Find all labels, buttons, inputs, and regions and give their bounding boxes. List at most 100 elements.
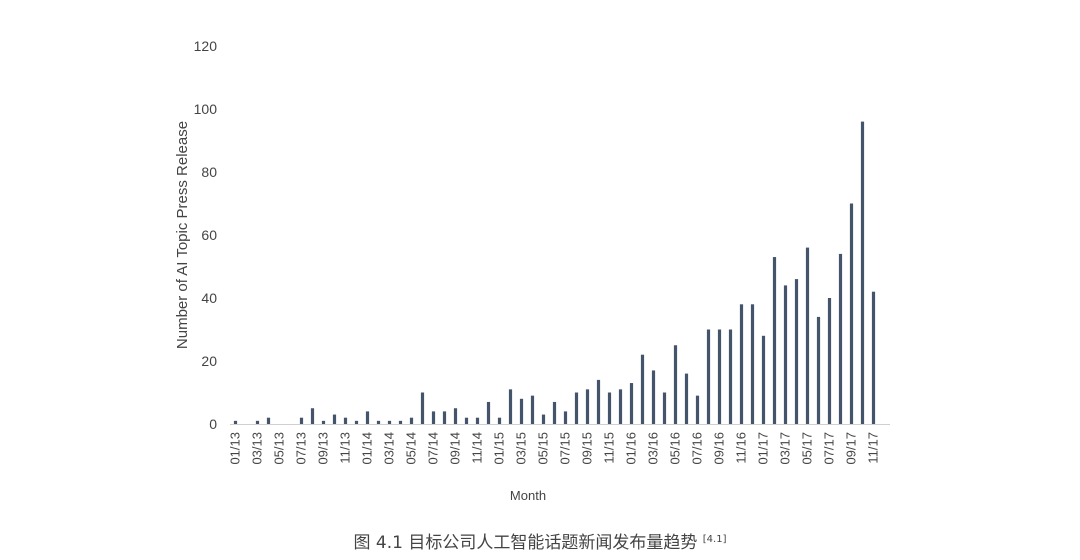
y-tick-label: 100 <box>194 101 218 117</box>
x-tick-label: 01/16 <box>624 432 639 465</box>
x-tick-label: 01/15 <box>492 432 507 465</box>
bar-04-15 <box>530 395 535 424</box>
bar-02-17 <box>772 257 777 424</box>
caption-text: 图 4.1 目标公司人工智能话题新闻发布量趋势 <box>353 533 698 553</box>
x-tick-label: 05/13 <box>272 432 287 465</box>
bar-07-16 <box>695 395 700 424</box>
bar-04-13 <box>266 417 271 424</box>
bar-02-14 <box>376 420 381 424</box>
x-tick-label: 05/15 <box>536 432 551 465</box>
bar-07-14 <box>431 411 436 424</box>
x-tick-label: 07/13 <box>294 432 309 465</box>
x-axis-title: Month <box>510 488 546 503</box>
bar-12-13 <box>354 420 359 424</box>
y-tick-label: 0 <box>209 416 217 432</box>
x-tick-label: 05/17 <box>800 432 815 465</box>
x-tick-label: 11/15 <box>602 432 617 464</box>
figure-caption: 图 4.1 目标公司人工智能话题新闻发布量趋势 [4.1] <box>0 528 1080 553</box>
y-axis-ticks: 0 20 40 60 80 100 120 <box>194 38 218 432</box>
bar-05-17 <box>805 247 810 424</box>
x-tick-label: 05/16 <box>668 432 683 465</box>
y-tick-label: 120 <box>194 38 218 54</box>
bar-09-14 <box>453 408 458 424</box>
bar-11-15 <box>607 392 612 424</box>
bar-03-14 <box>387 420 392 424</box>
x-tick-label: 07/17 <box>822 432 837 465</box>
x-tick-label: 09/16 <box>712 432 727 465</box>
x-tick-label: 09/13 <box>316 432 331 465</box>
bar-chart: 0 20 40 60 80 100 120 01/13 03/13 05/13 07/13 09/1… <box>174 38 890 503</box>
x-tick-label: 07/15 <box>558 432 573 465</box>
bar-03-15 <box>519 398 524 424</box>
bar-08-17 <box>838 253 843 424</box>
x-tick-label: 11/14 <box>470 432 485 464</box>
bar-12-16 <box>750 304 755 424</box>
bar-11-17 <box>871 291 876 424</box>
bar-01-16 <box>629 383 634 424</box>
y-tick-label: 60 <box>201 227 217 243</box>
x-tick-label: 07/16 <box>690 432 705 465</box>
bar-04-17 <box>794 279 799 424</box>
bar-01-14 <box>365 411 370 424</box>
bar-07-17 <box>827 298 832 424</box>
bar-06-14 <box>420 392 425 424</box>
x-tick-label: 07/14 <box>426 432 441 465</box>
x-tick-label: 03/15 <box>514 432 529 465</box>
x-tick-label: 03/14 <box>382 432 397 465</box>
x-tick-label: 03/13 <box>250 432 265 465</box>
x-tick-label: 01/13 <box>228 432 243 465</box>
bar-09-17 <box>849 203 854 424</box>
x-tick-label: 09/17 <box>844 432 859 465</box>
bar-08-14 <box>442 411 447 424</box>
y-tick-label: 20 <box>201 353 217 369</box>
bar-10-17 <box>860 121 865 424</box>
caption-reference: [4.1] <box>702 534 727 545</box>
bar-01-15 <box>497 417 502 424</box>
bar-08-15 <box>574 392 579 424</box>
bar-09-15 <box>585 389 590 424</box>
x-tick-label: 03/16 <box>646 432 661 465</box>
x-axis-ticks: 01/13 03/13 05/13 07/13 09/13 11/13 01/14 03/14… <box>228 432 881 465</box>
bar-05-16 <box>673 345 678 424</box>
bar-10-14 <box>464 417 469 424</box>
y-axis-title: Number of AI Topic Press Release <box>174 121 191 349</box>
bar-04-14 <box>398 420 403 424</box>
bar-06-16 <box>684 373 689 424</box>
bar-07-15 <box>563 411 568 424</box>
bar-11-16 <box>739 304 744 424</box>
bar-09-16 <box>717 329 722 424</box>
bar-08-16 <box>706 329 711 424</box>
bar-08-13 <box>310 408 315 424</box>
bar-07-13 <box>299 417 304 424</box>
bar-05-14 <box>409 417 414 424</box>
bar-03-13 <box>255 420 260 424</box>
bar-04-16 <box>662 392 667 424</box>
bar-02-16 <box>640 354 645 424</box>
bar-11-13 <box>343 417 348 424</box>
bar-10-15 <box>596 379 601 424</box>
x-tick-label: 09/15 <box>580 432 595 465</box>
bar-10-16 <box>728 329 733 424</box>
bar-01-17 <box>761 335 766 424</box>
bar-03-17 <box>783 285 788 424</box>
x-tick-label: 03/17 <box>778 432 793 465</box>
bar-06-17 <box>816 316 821 424</box>
y-tick-label: 40 <box>201 290 217 306</box>
x-tick-label: 05/14 <box>404 432 419 465</box>
bar-02-15 <box>508 389 513 424</box>
x-tick-label: 01/17 <box>756 432 771 465</box>
x-tick-label: 11/13 <box>338 432 353 464</box>
bar-12-15 <box>618 389 623 424</box>
bars <box>233 121 876 424</box>
x-tick-label: 11/16 <box>734 432 749 464</box>
bar-11-14 <box>475 417 480 424</box>
x-tick-label: 09/14 <box>448 432 463 465</box>
bar-05-15 <box>541 414 546 424</box>
y-tick-label: 80 <box>201 164 217 180</box>
bar-01-13 <box>233 420 238 424</box>
x-tick-label: 01/14 <box>360 432 375 465</box>
bar-06-15 <box>552 401 557 424</box>
bar-10-13 <box>332 414 337 424</box>
x-tick-label: 11/17 <box>866 432 881 464</box>
bar-12-14 <box>486 401 491 424</box>
